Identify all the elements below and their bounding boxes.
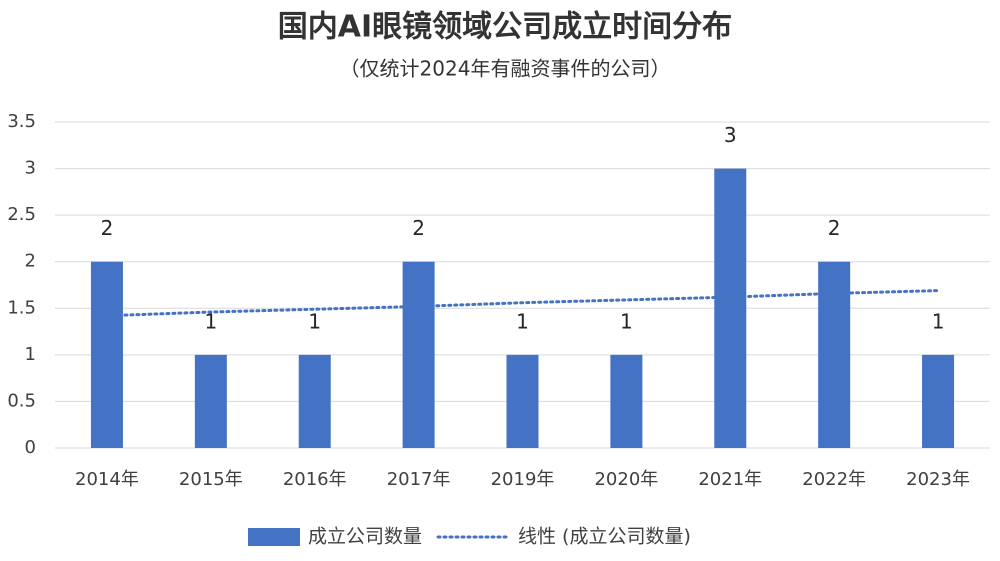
y-tick-label: 2.5 — [7, 204, 36, 225]
x-tick-label: 2019年 — [491, 469, 555, 490]
data-label: 2 — [101, 216, 114, 240]
data-label: 2 — [412, 216, 425, 240]
bar — [714, 168, 747, 449]
bar — [298, 354, 331, 448]
legend-swatch — [248, 528, 300, 546]
bar — [506, 354, 539, 448]
x-tick-label: 2014年 — [75, 469, 139, 490]
trend-line — [105, 289, 940, 318]
chart-title: 国内AI眼镜领域公司成立时间分布 — [278, 10, 732, 45]
y-tick-label: 0.5 — [7, 390, 36, 411]
bar — [90, 261, 123, 448]
x-tick-label: 2020年 — [594, 469, 658, 490]
legend-label: 线性 (成立公司数量) — [518, 526, 691, 548]
data-label: 3 — [724, 123, 737, 147]
chart-subtitle: （仅统计2024年有融资事件的公司） — [340, 57, 671, 81]
y-tick-label: 0 — [25, 437, 36, 458]
y-tick-label: 2 — [25, 251, 36, 272]
data-label: 1 — [932, 309, 945, 333]
x-tick-label: 2022年 — [802, 469, 866, 490]
data-label: 1 — [620, 309, 633, 333]
x-tick-label: 2016年 — [283, 469, 347, 490]
x-tick-label: 2017年 — [387, 469, 451, 490]
y-tick-label: 1.5 — [7, 297, 36, 318]
data-label: 1 — [204, 309, 217, 333]
y-tick-label: 1 — [25, 344, 36, 365]
data-label: 1 — [516, 309, 529, 333]
y-tick-label: 3.5 — [7, 111, 36, 132]
bar — [818, 261, 851, 448]
x-tick-label: 2021年 — [698, 469, 762, 490]
bar — [610, 354, 643, 448]
x-tick-label: 2015年 — [179, 469, 243, 490]
bar — [194, 354, 227, 448]
data-label: 1 — [308, 309, 321, 333]
data-label: 2 — [828, 216, 841, 240]
x-tick-label: 2023年 — [906, 469, 970, 490]
bar — [402, 261, 435, 448]
y-tick-label: 3 — [25, 158, 36, 179]
legend-label: 成立公司数量 — [308, 526, 422, 548]
bar — [922, 354, 955, 448]
